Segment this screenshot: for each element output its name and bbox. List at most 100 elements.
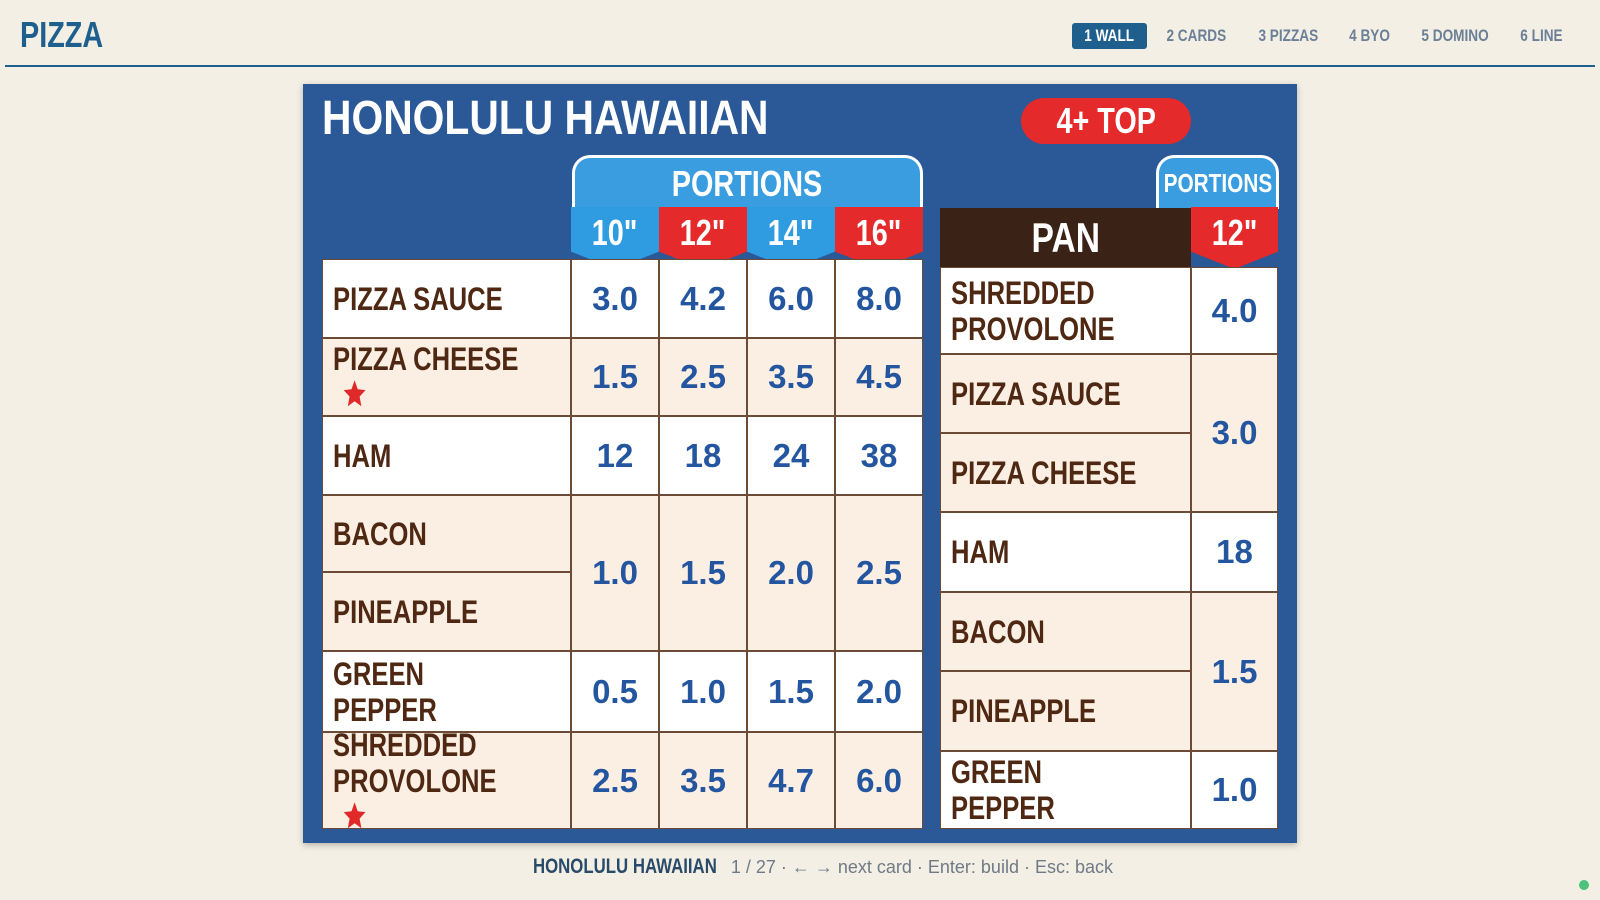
ingredient-cell: PIZZA SAUCE [322, 259, 571, 338]
ingredient-wrap: PIZZA SAUCE [333, 281, 523, 317]
ingredient-name: PIZZA CHEESE [333, 341, 519, 377]
ingredient-name: BACON [951, 613, 1045, 650]
nav-tab[interactable]: 3 PIZZAS [1245, 23, 1332, 49]
nav-tab[interactable]: 5 DOMINO [1407, 23, 1503, 49]
portion-cell: 4.0 [1191, 267, 1278, 354]
pan-portions-header: PORTIONS [1156, 155, 1279, 209]
ingredient-name: GREEN PEPPER [333, 655, 437, 728]
ingredient-name: PINEAPPLE [951, 693, 1097, 729]
portion-value: 3.0 [592, 279, 638, 317]
nav-tab-label: 2 CARDS [1166, 26, 1226, 45]
portion-value: 38 [860, 436, 898, 474]
portion-value: 6.0 [856, 761, 902, 799]
star-shape [343, 380, 366, 407]
ingredient-cell: GREEN PEPPER [940, 751, 1191, 829]
star-icon [343, 380, 366, 407]
size-label: 10" [592, 212, 638, 253]
portion-cell: 1.0 [1191, 751, 1278, 829]
footer-hint: 1 / 27 · ← → next card · Enter: build · … [730, 856, 1113, 877]
ingredient-name: HAM [333, 437, 392, 474]
portion-cell: 24 [747, 416, 835, 495]
portion-cell: 1.5 [747, 651, 835, 732]
portion-value: 12 [596, 436, 634, 474]
portion-cell: 0.5 [571, 651, 659, 732]
portion-value: 1.5 [680, 554, 726, 591]
nav-tab-label: 5 DOMINO [1421, 26, 1489, 45]
portion-cell: 1.5 [659, 495, 747, 651]
size-label: 12" [1211, 212, 1258, 253]
portion-cell: 2.5 [571, 732, 659, 829]
nav-tab[interactable]: 6 LINE [1509, 23, 1574, 49]
nav-tab[interactable]: 2 CARDS [1153, 23, 1240, 49]
ingredient-wrap: HAM [333, 438, 523, 474]
badge-text: 4+ TOP [1056, 100, 1156, 141]
portion-value: 1.5 [592, 358, 638, 395]
ingredient-name: GREEN PEPPER [951, 754, 1055, 826]
portion-value: 24 [772, 436, 810, 474]
ingredient-name: PIZZA SAUCE [333, 280, 503, 317]
size-label: 14" [768, 212, 814, 253]
star-icon [343, 801, 366, 828]
ingredient-cell: PIZZA CHEESE [322, 338, 571, 416]
nav-tab[interactable]: 1 WALL [1072, 23, 1147, 49]
nav-tab-label: 4 BYO [1349, 26, 1390, 45]
portion-value: 18 [1216, 533, 1253, 570]
ingredient-name: HAM [951, 534, 1010, 570]
portion-value: 3.0 [1211, 414, 1258, 451]
portion-cell: 4.2 [659, 259, 747, 338]
ingredient-wrap: BACON [333, 516, 523, 552]
topping-badge: 4+ TOP [1021, 98, 1191, 144]
portion-value: 3.5 [680, 761, 726, 799]
ingredient-wrap: PINEAPPLE [951, 693, 1142, 729]
portion-cell: 8.0 [835, 259, 923, 338]
size-label: 16" [856, 212, 902, 253]
ingredient-cell: PINEAPPLE [940, 671, 1191, 751]
portion-value: 18 [684, 436, 722, 474]
ingredient-wrap: GREEN PEPPER [951, 754, 1142, 826]
portion-value: 1.0 [592, 554, 638, 591]
portion-cell: 18 [659, 416, 747, 495]
nav-tab[interactable]: 4 BYO [1338, 23, 1401, 49]
card-title: HONOLULU HAWAIIAN [322, 90, 847, 146]
tab-bar: 1 WALL 2 CARDS 3 PIZZAS 4 BYO 5 DOMINO 6 LINE [1072, 22, 1574, 50]
portion-value: 3.5 [768, 358, 814, 395]
portion-value: 2.5 [856, 554, 902, 591]
ingredient-wrap: PIZZA CHEESE [951, 455, 1142, 491]
ingredient-wrap: BACON [951, 614, 1142, 650]
portion-value: 2.5 [592, 761, 638, 799]
portion-cell: 2.0 [747, 495, 835, 651]
portion-cell: 3.5 [747, 338, 835, 416]
portion-cell: 1.5 [1191, 592, 1278, 751]
ingredient-cell: BACON [322, 495, 571, 572]
ingredient-name: SHREDDED PROVOLONE [333, 732, 497, 799]
app-title: PIZZA [20, 14, 124, 56]
pan-portions-text: PORTIONS [1163, 168, 1272, 198]
size-tab: 12" [1191, 207, 1278, 269]
ingredient-name: PINEAPPLE [333, 593, 479, 630]
ingredient-name: PIZZA SAUCE [951, 375, 1121, 412]
portions-header: PORTIONS [572, 155, 923, 209]
ingredient-cell: BACON [940, 592, 1191, 671]
portion-cell: 1.0 [659, 651, 747, 732]
portion-cell: 3.5 [659, 732, 747, 829]
portion-cell: 6.0 [747, 259, 835, 338]
ingredient-cell: HAM [940, 512, 1191, 592]
portion-cell: 2.5 [835, 495, 923, 651]
ingredient-cell: GREEN PEPPER [322, 651, 571, 732]
ingredient-wrap: PINEAPPLE [333, 594, 523, 630]
ingredient-wrap: PIZZA CHEESE [333, 341, 523, 413]
portion-value: 2.0 [768, 554, 814, 591]
size-label: 12" [680, 212, 726, 253]
portion-cell: 4.7 [747, 732, 835, 829]
portion-value: 4.7 [768, 761, 814, 799]
portion-value: 1.0 [1211, 771, 1258, 808]
nav-tab-label: 6 LINE [1520, 26, 1563, 45]
status-dot [1579, 880, 1589, 890]
ingredient-name: PIZZA CHEESE [951, 454, 1137, 491]
app-title-text: PIZZA [20, 14, 104, 55]
pan-header: PAN [940, 208, 1191, 267]
nav-tab-label: 3 PIZZAS [1258, 26, 1319, 45]
ingredient-wrap: PIZZA SAUCE [951, 376, 1142, 412]
portion-value: 6.0 [768, 279, 814, 317]
